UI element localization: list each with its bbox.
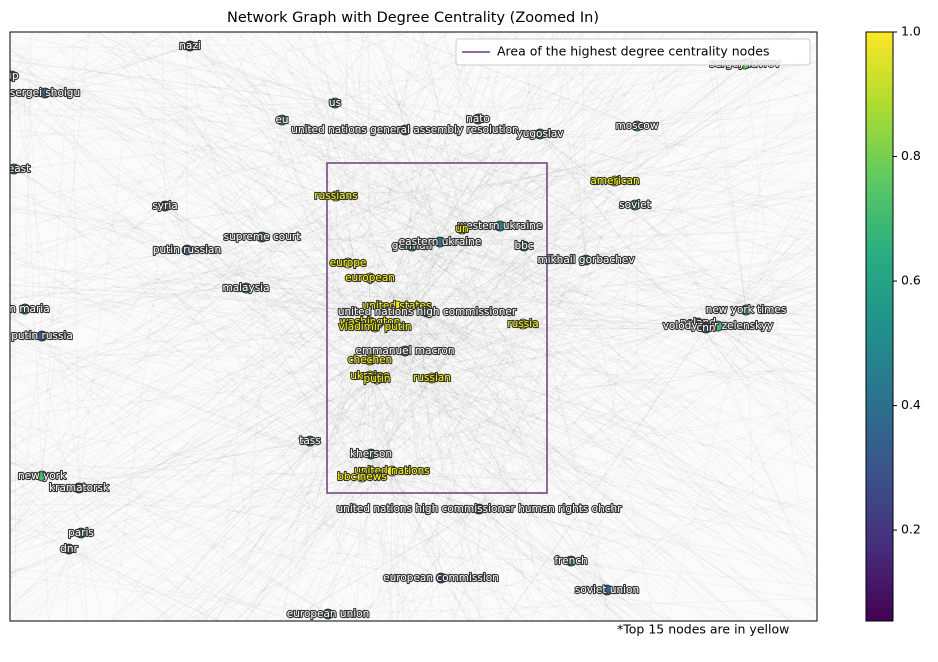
node-label: sergei shoigu <box>10 87 80 99</box>
node-label: eastern ukraine <box>399 236 482 248</box>
node-label: soviet <box>619 199 651 211</box>
node-label: un <box>455 223 468 235</box>
node-label: russian <box>413 372 451 384</box>
node-label: kramatorsk <box>49 482 110 494</box>
node-label: malaysia <box>222 282 269 294</box>
legend-label: Area of the highest degree centrality no… <box>497 44 769 59</box>
colorbar-tick-label: 0.2 <box>901 522 921 537</box>
colorbar-tick-label: 0.8 <box>901 148 921 163</box>
node-label: moscow <box>616 120 659 132</box>
note: *Top 15 nodes are in yellow <box>617 622 789 637</box>
node-label: european commission <box>383 572 499 584</box>
node-label: europe <box>330 257 367 269</box>
colorbar-tick-label: 0.4 <box>901 397 921 412</box>
node-label: french <box>554 555 587 567</box>
node-label: kin maria <box>0 303 49 315</box>
node-label: new york times <box>706 304 787 316</box>
node-label: united nations general assembly resoluti… <box>291 124 518 136</box>
node-label: volodymyr zelenskyy <box>663 320 774 332</box>
node-label: russia <box>507 318 538 330</box>
colorbar-tick-label: 0.6 <box>901 273 921 288</box>
node-label: bbc <box>514 240 533 252</box>
chart-title: Network Graph with Degree Centrality (Zo… <box>227 10 599 26</box>
node-label: tass <box>299 435 321 447</box>
node-label: dnr <box>60 543 78 555</box>
node-label: western ukraine <box>458 220 543 232</box>
node-label: nato <box>466 113 490 125</box>
node-label: up <box>5 70 19 82</box>
node-label: soviet union <box>575 584 639 596</box>
node-label: putin <box>363 373 390 385</box>
node-label: american <box>590 175 639 187</box>
node-label: vladimir putin <box>339 321 412 333</box>
node-label: european <box>345 272 395 284</box>
colorbar-tick-label: 1.0 <box>901 24 921 39</box>
node-label: chechen <box>348 354 392 366</box>
node-label: yugoslav <box>517 128 564 140</box>
node-label: russians <box>314 190 357 202</box>
node-label: new york <box>18 470 67 482</box>
node-label: nazi <box>179 40 201 52</box>
node-label: putin russian <box>153 244 221 256</box>
node-label: putin russia <box>11 330 73 342</box>
node-label: european union <box>287 608 369 620</box>
node-label: mikhail gorbachev <box>537 254 634 266</box>
node-label: paris <box>68 527 94 539</box>
legend: Area of the highest degree centrality no… <box>456 39 810 65</box>
node-label: eu <box>275 114 288 126</box>
node-label: united nations high commissioner human r… <box>337 503 623 515</box>
node-label: bbc news <box>337 471 387 483</box>
node-label: cnn <box>696 322 715 334</box>
node-label: syria <box>152 200 177 212</box>
node-label: us <box>329 97 341 109</box>
colorbar <box>866 32 893 621</box>
node-label: kherson <box>350 448 392 460</box>
node-label: n east <box>0 163 30 175</box>
node-label: supreme court <box>224 231 301 243</box>
